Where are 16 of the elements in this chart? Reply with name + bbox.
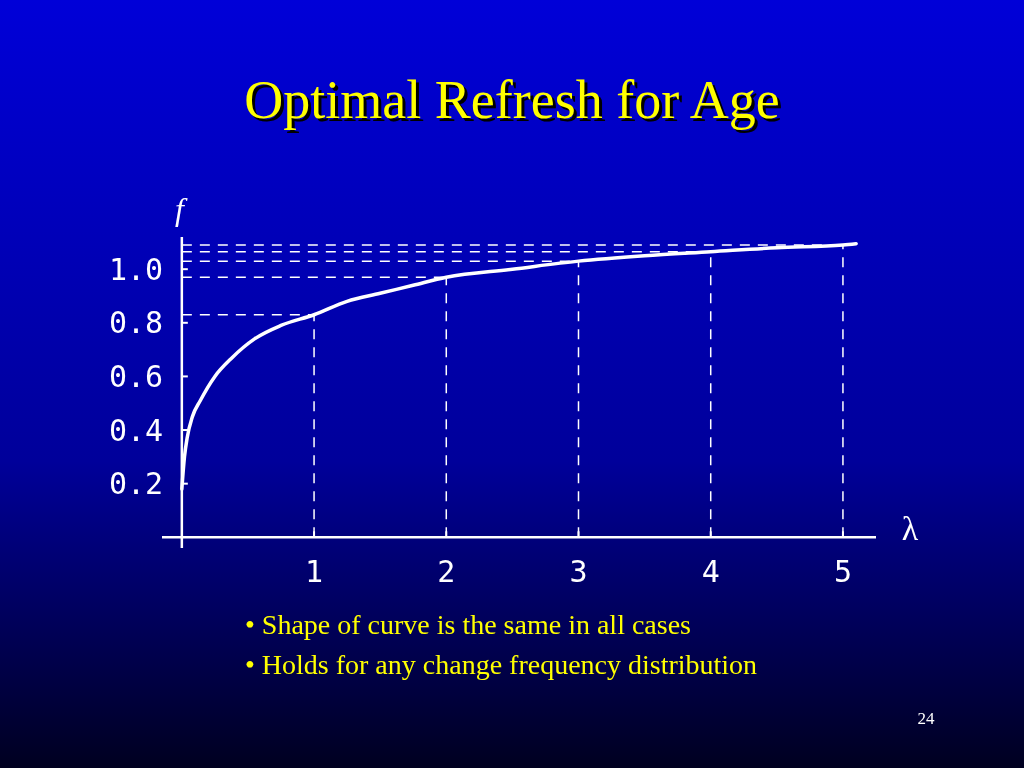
x-tick-label: 2	[437, 554, 456, 589]
y-axis-title: f	[175, 191, 188, 227]
text: • Holds for any change frequency distribution	[245, 649, 758, 680]
y-tick-label: 0.2	[108, 466, 164, 502]
text: • Shape of curve is the same in all cases	[245, 609, 691, 640]
x-tick-label: 4	[701, 554, 720, 589]
y-tick-label: 0.8	[108, 305, 164, 341]
x-tick-label: 1	[305, 554, 324, 589]
chart-title: Optimal Refresh for Age	[244, 70, 780, 130]
x-tick-label: 5	[833, 554, 852, 589]
text: 24	[917, 709, 935, 728]
y-tick-label: 0.6	[108, 358, 164, 394]
y-tick-label: 0.4	[108, 412, 164, 448]
x-axis-title: λ	[901, 510, 919, 547]
y-tick-label: 1.0	[108, 251, 164, 287]
x-tick-label: 3	[569, 554, 588, 589]
